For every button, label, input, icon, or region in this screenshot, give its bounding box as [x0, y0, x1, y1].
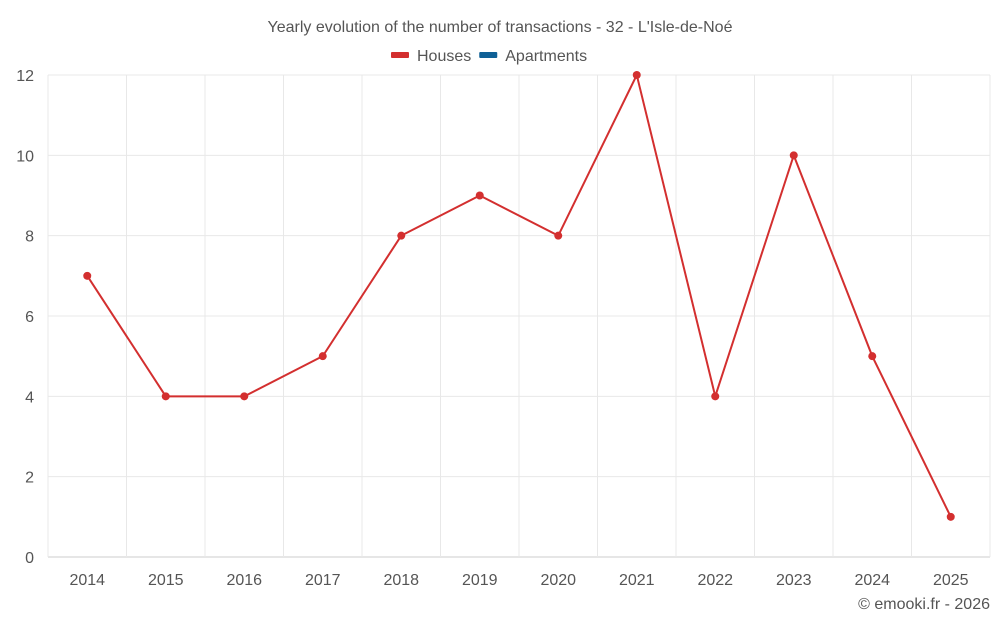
legend-item-apartments: Apartments — [479, 48, 587, 65]
data-point — [789, 151, 798, 160]
x-tick-label: 2023 — [776, 572, 812, 589]
legend-label: Houses — [417, 48, 471, 65]
x-tick-label: 2020 — [540, 572, 576, 589]
data-point — [475, 191, 484, 200]
x-tick-label: 2022 — [697, 572, 733, 589]
y-tick-label: 2 — [25, 470, 34, 487]
credit-text: © emooki.fr - 2026 — [858, 596, 990, 613]
x-tick-label: 2017 — [305, 572, 341, 589]
data-point — [397, 231, 406, 240]
legend-swatch — [391, 52, 409, 58]
series-line-houses — [86, 72, 952, 518]
y-axis: 0 2 4 6 8 10 12 — [16, 68, 34, 567]
x-tick-label: 2018 — [383, 572, 419, 589]
chart-title: Yearly evolution of the number of transa… — [268, 19, 733, 36]
y-tick-label: 6 — [25, 309, 34, 326]
data-point — [240, 392, 249, 401]
legend-label: Apartments — [505, 48, 587, 65]
x-tick-label: 2015 — [148, 572, 184, 589]
plot-area — [83, 71, 955, 521]
data-point — [946, 512, 955, 521]
data-point — [83, 271, 92, 280]
grid — [47, 74, 991, 558]
data-point — [632, 71, 641, 79]
y-tick-label: 12 — [16, 68, 34, 85]
x-tick-label: 2014 — [69, 572, 105, 589]
x-tick-label: 2024 — [854, 572, 890, 589]
x-axis: 2014 2015 2016 2017 2018 2019 2020 2021 2022 2023… — [69, 572, 968, 589]
legend: Houses Apartments — [391, 48, 587, 65]
x-tick-label: 2019 — [462, 572, 498, 589]
data-point — [711, 392, 720, 401]
y-tick-label: 8 — [25, 229, 34, 246]
y-tick-label: 10 — [16, 148, 34, 165]
x-tick-label: 2025 — [933, 572, 969, 589]
data-point — [554, 231, 563, 240]
legend-swatch — [479, 52, 498, 58]
y-tick-label: 4 — [25, 389, 34, 406]
x-tick-label: 2016 — [226, 572, 262, 589]
legend-item-houses: Houses — [391, 48, 471, 65]
data-point — [161, 392, 170, 401]
y-tick-label: 0 — [25, 550, 34, 567]
x-tick-label: 2021 — [619, 572, 655, 589]
data-point — [318, 352, 327, 361]
data-point — [868, 352, 877, 361]
